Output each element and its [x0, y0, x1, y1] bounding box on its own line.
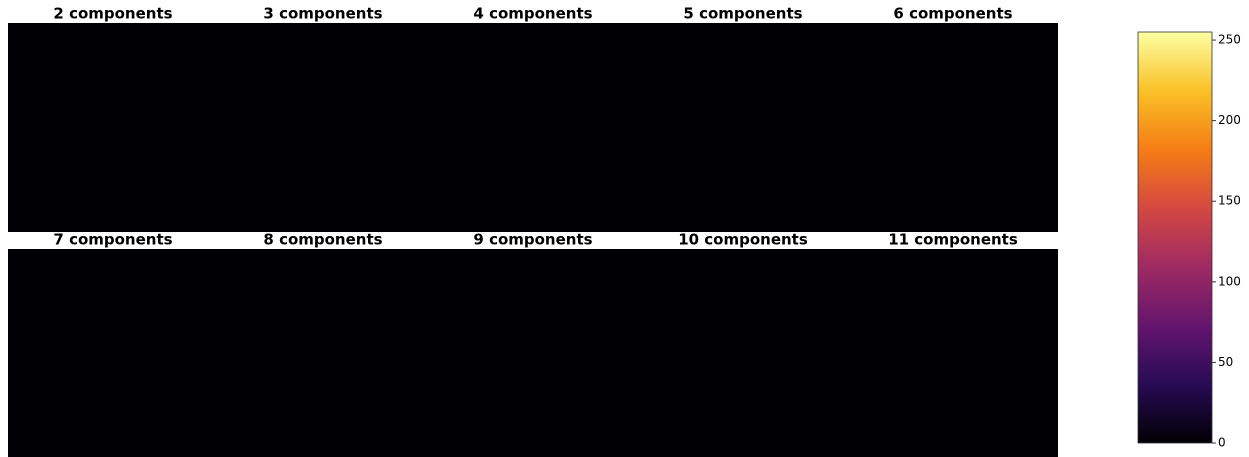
panel-title: 2 components	[53, 5, 172, 23]
panel-background	[8, 23, 218, 232]
panel-title: 3 components	[263, 5, 382, 23]
panel-background	[218, 23, 428, 232]
chart: 2 components3 components4 components5 co…	[0, 0, 1249, 457]
panel-title: 4 components	[473, 5, 592, 23]
panel-background	[428, 23, 638, 232]
